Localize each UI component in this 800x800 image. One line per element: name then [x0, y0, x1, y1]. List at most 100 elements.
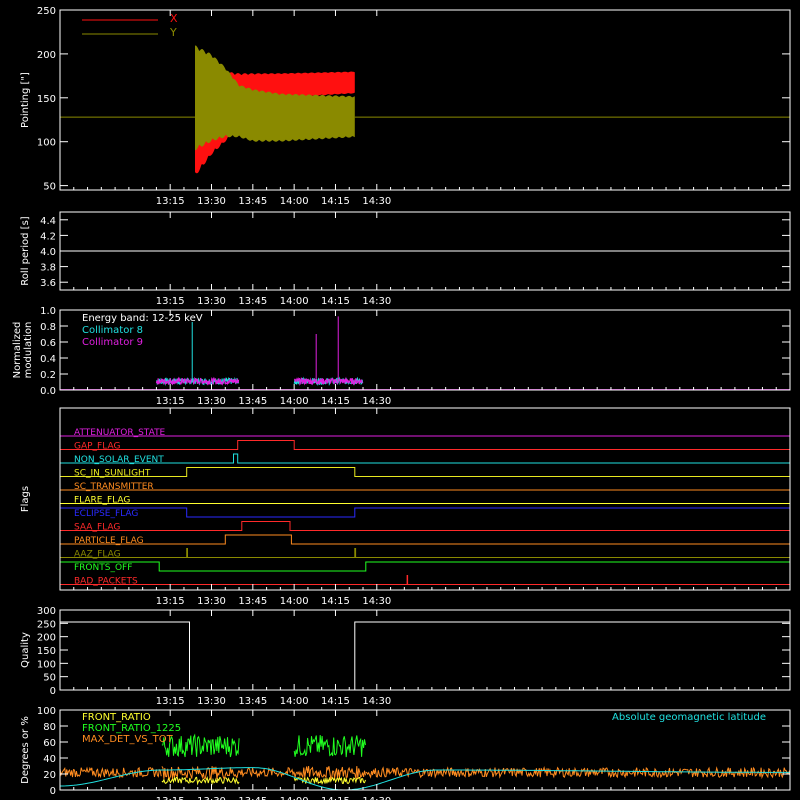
ratios-ytick-label: 100 — [37, 706, 56, 717]
ratios-series-front-ratio — [161, 775, 240, 786]
flag-label-flare-flag: FLARE_FLAG — [74, 496, 130, 506]
modulation-legend-collimator-8: Collimator 8 — [82, 325, 143, 336]
roll-xtick-label: 13:45 — [238, 296, 267, 307]
roll-ylabel: Roll period [s] — [20, 216, 31, 285]
ratios-legend-front-ratio-1225: FRONT_RATIO_1225 — [82, 723, 181, 734]
ratios-ylabel: Degrees or % — [20, 716, 31, 784]
ratios-xtick-label: 13:45 — [238, 796, 267, 800]
modulation-ytick-label: 0.4 — [40, 354, 56, 365]
quality-ytick-label: 200 — [37, 633, 56, 644]
pointing-ytick-label: 100 — [37, 138, 56, 149]
flags-xtick-label: 14:15 — [321, 596, 350, 607]
modulation-legend-title: Energy band: 12-25 keV — [82, 313, 203, 324]
series-y-band — [195, 45, 355, 151]
roll-ytick-label: 4.0 — [40, 247, 56, 258]
quality-xtick-label: 13:45 — [238, 696, 267, 707]
axes-layer — [59, 9, 791, 791]
roll-xtick-label: 13:30 — [197, 296, 226, 307]
modulation-xtick-label: 14:15 — [321, 396, 350, 407]
roll-xtick-label: 14:15 — [321, 296, 350, 307]
pointing-xtick-label: 14:00 — [280, 196, 309, 207]
quality-ytick-label: 250 — [37, 619, 56, 630]
flag-label-saa-flag: SAA_FLAG — [74, 523, 120, 533]
ratios-xtick-label: 13:15 — [156, 796, 185, 800]
roll-ytick-label: 3.8 — [40, 263, 56, 274]
ratios-xtick-label: 14:15 — [321, 796, 350, 800]
flag-label-fronts-off: FRONTS_OFF — [74, 563, 132, 573]
flag-label-bad-packets: BAD_PACKETS — [74, 577, 138, 587]
modulation-ylabel-line1: Normalized — [12, 322, 23, 379]
ratios-series-max-det-vs-tot — [59, 766, 162, 779]
ratios-frame — [59, 709, 791, 791]
modulation-ylabel-line2: modulation — [23, 322, 34, 379]
pointing-frame — [59, 9, 791, 191]
ratios-xtick-label: 14:30 — [362, 796, 391, 800]
pointing-ytick-label: 200 — [37, 50, 56, 61]
quality-ytick-label: 300 — [37, 606, 56, 617]
quality-ytick-label: 0 — [50, 686, 56, 697]
ratios-ytick-label: 80 — [43, 722, 56, 733]
flags-xtick-label: 13:30 — [197, 596, 226, 607]
modulation-xtick-label: 13:45 — [238, 396, 267, 407]
ratios-series-front-ratio-1225 — [293, 735, 366, 758]
legend-x-label: X — [170, 12, 178, 25]
modulation-legend-collimator-9: Collimator 9 — [82, 337, 143, 348]
pointing-ylabel: Pointing ["] — [20, 72, 31, 128]
ratios-series-latitude — [60, 767, 790, 791]
legend-y-label: Y — [169, 26, 177, 39]
quality-ytick-label: 150 — [37, 646, 56, 657]
modulation-ytick-label: 0.8 — [40, 322, 56, 333]
ratios-series-front-ratio-1225 — [161, 733, 240, 758]
flag-line-fronts-off — [60, 561, 790, 572]
ratios-ytick-label: 0 — [50, 786, 56, 797]
modulation-ytick-label: 0.6 — [40, 338, 56, 349]
flags-xtick-label: 13:45 — [238, 596, 267, 607]
ratios-series-max-det-vs-tot — [161, 766, 240, 780]
roll-ytick-label: 4.2 — [40, 231, 56, 242]
modulation-xtick-label: 13:30 — [197, 396, 226, 407]
ratios-legend-max-det: MAX_DET_VS_TOT — [82, 734, 174, 745]
flag-label-particle-flag: PARTICLE_FLAG — [74, 536, 144, 546]
pointing-xtick-label: 13:45 — [238, 196, 267, 207]
pointing-ytick-label: 250 — [37, 6, 56, 17]
flags-frame — [59, 407, 791, 591]
flag-label-sc-transmitter: SC_TRANSMITTER — [74, 482, 154, 492]
pointing-xtick-label: 14:15 — [321, 196, 350, 207]
modulation-xtick-label: 13:15 — [156, 396, 185, 407]
flags-xtick-label: 13:15 — [156, 596, 185, 607]
pointing-ytick-label: 150 — [37, 94, 56, 105]
modulation-ytick-label: 0.0 — [40, 386, 56, 397]
text-layer: 13:15 13:30 13:45 14:00 14:15 14:30 50 100 150 20… — [12, 6, 766, 800]
flag-line-bad-packets — [60, 575, 790, 585]
quality-ylabel: Quality — [20, 632, 31, 668]
flags-ylabel: Flags — [20, 486, 31, 512]
ratios-series-max-det-vs-tot — [293, 766, 366, 780]
flags-xtick-label: 14:00 — [280, 596, 309, 607]
flag-line-aaz-flag — [60, 548, 790, 558]
roll-xtick-label: 14:00 — [280, 296, 309, 307]
pointing-xtick-label: 13:15 — [156, 196, 185, 207]
flag-label-attenuator-state: ATTENUATOR_STATE — [74, 428, 166, 438]
quality-xtick-label: 14:00 — [280, 696, 309, 707]
quality-xtick-label: 14:15 — [321, 696, 350, 707]
quality-ytick-label: 50 — [43, 673, 56, 684]
modulation-series-collimator-9 — [155, 376, 240, 386]
pointing-xtick-label: 14:30 — [362, 196, 391, 207]
quality-xtick-label: 13:15 — [156, 696, 185, 707]
ratios-xtick-label: 14:00 — [280, 796, 309, 800]
quality-xtick-label: 13:30 — [197, 696, 226, 707]
modulation-ytick-label: 1.0 — [40, 306, 56, 317]
roll-xtick-label: 14:30 — [362, 296, 391, 307]
ratios-ytick-label: 40 — [43, 754, 56, 765]
flag-line-non-solar-event — [60, 453, 790, 464]
modulation-xtick-label: 14:30 — [362, 396, 391, 407]
flag-line-eclipse-flag — [60, 507, 790, 518]
ratios-ytick-label: 20 — [43, 770, 56, 781]
quality-ytick-label: 100 — [37, 659, 56, 670]
flags-xtick-label: 14:30 — [362, 596, 391, 607]
modulation-frame — [59, 309, 791, 391]
ratios-xtick-label: 13:30 — [197, 796, 226, 800]
flag-line-sc-in-sunlight — [60, 467, 790, 477]
